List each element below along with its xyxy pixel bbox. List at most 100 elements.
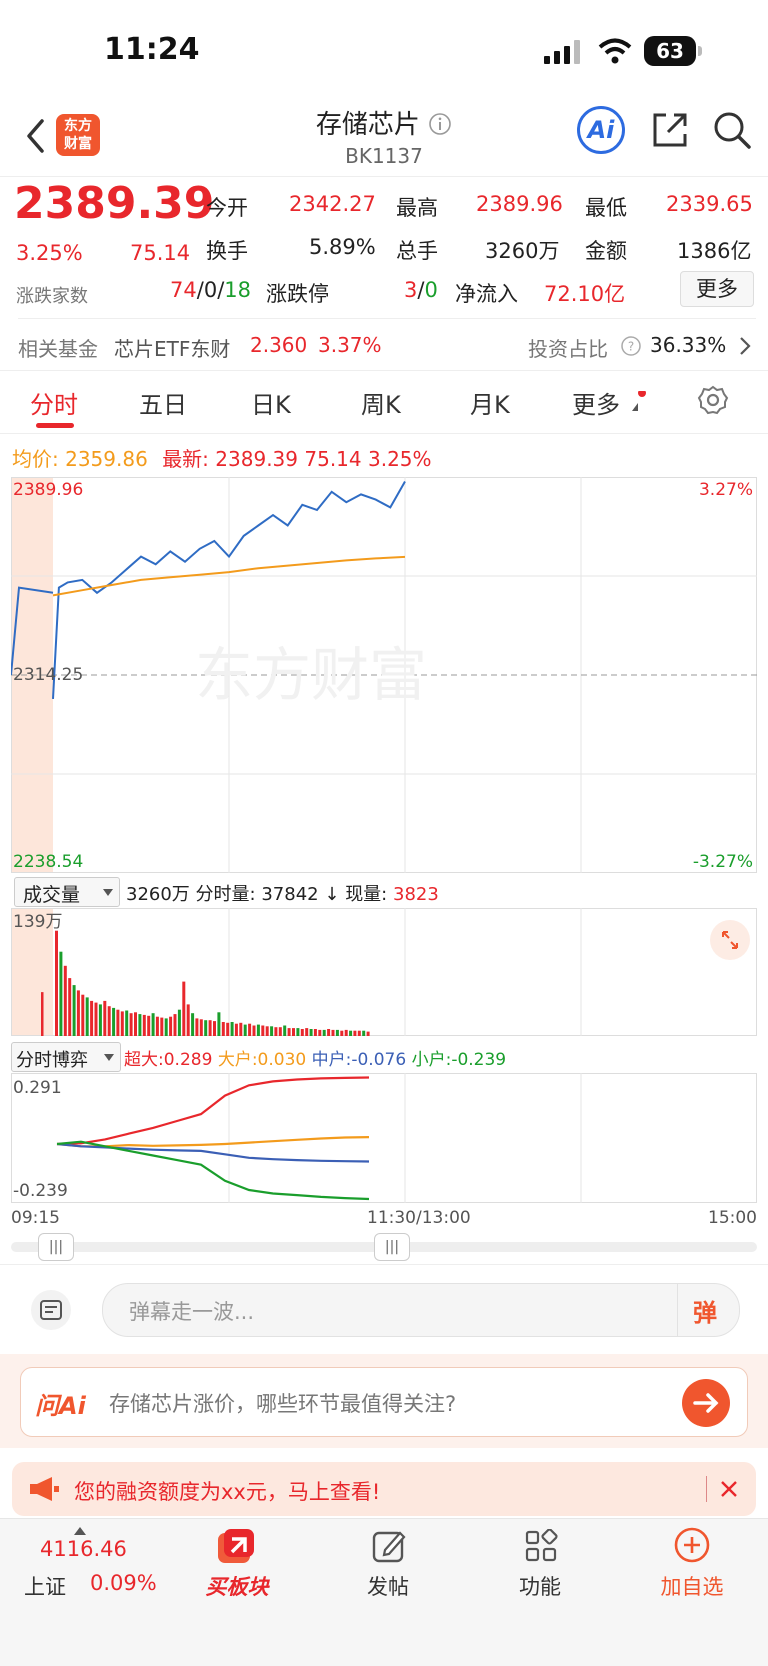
flow-legend-super: 超大:0.289 (124, 1050, 213, 1070)
period-volume: 37842 (261, 884, 319, 905)
flow-line-小户 (56, 1140, 370, 1201)
tab-monthly-k[interactable]: 月K (470, 391, 510, 419)
arrow-right-icon[interactable] (681, 1378, 731, 1428)
volume-bar (98, 1004, 102, 1036)
volume-bar (103, 1000, 107, 1036)
index-value[interactable]: 4116.46 (40, 1537, 127, 1561)
ask-ai-question: 存储芯片涨价，哪些环节最值得关注? (109, 1392, 457, 1416)
price-chart[interactable]: 东方财富 2389.96 2314.25 2238.54 3.27% -3.27… (11, 477, 757, 873)
battery-indicator: 63 (644, 36, 702, 66)
back-icon[interactable] (24, 118, 48, 154)
volume-bar (208, 1020, 212, 1036)
settings-icon[interactable] (697, 384, 729, 416)
fund-flow-chart[interactable]: 0.291 -0.239 (11, 1073, 757, 1203)
y-max-label: 2389.96 (13, 480, 83, 500)
flow-max-label: 0.291 (13, 1078, 62, 1098)
range-handle-left[interactable]: ||| (38, 1233, 74, 1261)
last-price: 2389.39 (14, 178, 215, 229)
high-value: 2389.96 (476, 192, 563, 216)
volume-chart[interactable]: 139万 (11, 908, 757, 1036)
volume-bar (59, 951, 63, 1036)
volume-bar (138, 1014, 142, 1036)
ask-ai-section: 问Ai 存储芯片涨价，哪些环节最值得关注? (0, 1354, 768, 1448)
breadth-values: 74/0/18 (170, 278, 251, 302)
app-logo: 东方 财富 (56, 114, 100, 156)
volume-bar (169, 1016, 173, 1036)
danmu-toggle-icon[interactable]: 弹 (693, 1299, 717, 1327)
flow-series-name: 超大 (124, 1050, 158, 1070)
expand-icon[interactable] (710, 920, 750, 960)
volume-bar (318, 1029, 322, 1036)
now-volume: 3823 (393, 884, 439, 905)
logo-line-1: 东方 (64, 118, 92, 134)
volume-bar (76, 990, 80, 1036)
volume-bar (217, 1012, 221, 1036)
netflow-value: 72.10亿 (544, 282, 626, 306)
function-grid-icon (525, 1529, 558, 1562)
ask-ai-card[interactable]: 问Ai 存储芯片涨价，哪些环节最值得关注? (20, 1367, 748, 1437)
volume-bar (116, 1009, 120, 1036)
caret-up-icon (74, 1527, 86, 1535)
volume-bar (278, 1027, 282, 1036)
volume-bar (72, 985, 76, 1036)
fund-label: 相关基金 (18, 337, 98, 361)
notice-bar[interactable]: 您的融资额度为xx元，马上查看! (12, 1462, 756, 1516)
limit-up: 3 (404, 278, 418, 302)
tab-daily-k[interactable]: 日K (251, 391, 291, 419)
share-icon[interactable] (650, 110, 690, 150)
volume-bar (120, 1011, 124, 1036)
index-name[interactable]: 上证 (24, 1575, 66, 1599)
tab-weekly-k[interactable]: 周K (361, 391, 401, 419)
related-fund-row[interactable]: 相关基金 芯片ETF东财 2.360 3.37% 投资占比 ? 36.33% (18, 318, 756, 369)
flow-series-name: 小户 (411, 1050, 446, 1070)
volume-bar (55, 930, 58, 1036)
volume-bar (177, 1009, 181, 1036)
y-min-pct: -3.27% (693, 852, 753, 872)
info-icon[interactable] (428, 112, 452, 136)
tab-intraday[interactable]: 分时 (30, 391, 78, 419)
volume-indicator-select[interactable]: 成交量 (14, 877, 120, 907)
header: 东方 财富 存储芯片 BK1137 Ai (0, 100, 768, 177)
help-icon[interactable]: ? (620, 335, 642, 357)
flow-indicator-select[interactable]: 分时博弈 (11, 1042, 121, 1072)
search-icon[interactable] (712, 110, 752, 150)
latest-pct: 3.25% (368, 447, 432, 471)
volume-bar (305, 1028, 309, 1036)
volume-bar (63, 965, 67, 1036)
tab-five-day[interactable]: 五日 (139, 391, 187, 419)
change-value: 75.14 (130, 241, 191, 265)
ai-button[interactable]: Ai (577, 106, 625, 154)
flow-series-name: 中户 (311, 1050, 346, 1070)
volume-bar (94, 1002, 98, 1036)
time-label-midday: 11:30/13:00 (367, 1208, 471, 1228)
range-handle-right[interactable]: ||| (374, 1233, 410, 1261)
volume-bar (335, 1029, 339, 1036)
nav-post[interactable]: 发帖 (367, 1575, 409, 1599)
flow-legend-medium: 中户:-0.076 (311, 1050, 407, 1070)
nav-buy-board[interactable]: 买板块 (205, 1575, 269, 1599)
danmu-bar: 弹幕走一波... 弹 (0, 1264, 768, 1355)
danmu-input[interactable]: 弹幕走一波... 弹 (102, 1283, 740, 1337)
index-pct[interactable]: 0.09% (90, 1571, 157, 1595)
volume-bar (68, 978, 72, 1036)
volume-bar (274, 1027, 278, 1036)
volume-bar (221, 1022, 225, 1036)
comment-list-icon[interactable] (30, 1289, 72, 1331)
volume-bar (182, 981, 186, 1036)
volume-bar (261, 1025, 265, 1036)
nav-add-watchlist[interactable]: 加自选 (660, 1575, 724, 1599)
flow-line-大户 (56, 1136, 370, 1148)
series-line-最新 (52, 481, 406, 699)
close-icon[interactable] (720, 1480, 738, 1498)
volume-bar (313, 1029, 317, 1036)
avg-value: 2359.86 (65, 447, 148, 471)
volume-bar (353, 1030, 357, 1036)
nav-function[interactable]: 功能 (519, 1575, 561, 1599)
volume-bar (129, 1013, 133, 1036)
volume-bar (186, 1004, 190, 1036)
volume-bar (204, 1020, 208, 1036)
turnover-label: 换手 (206, 239, 248, 263)
tab-more[interactable]: 更多 (572, 391, 620, 419)
volume-bar (199, 1019, 203, 1036)
more-button[interactable]: 更多 (680, 271, 754, 307)
